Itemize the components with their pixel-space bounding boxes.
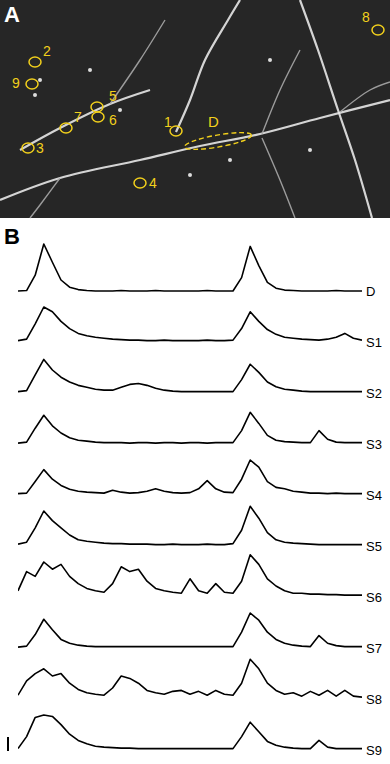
roi-label: 9	[12, 75, 20, 91]
panel-b: B D S1 S2 S3 S4 S5 S6 S7 S8 S9	[4, 224, 382, 758]
roi-circle	[92, 112, 104, 122]
dendrite	[262, 138, 295, 218]
roi-circle	[170, 126, 182, 136]
trace-line	[18, 659, 362, 697]
figure: 1 2 3 4 5 6 7 8 9 D A B D S1 S2 S3 S4 S5 S6 S7 S8 S9	[0, 0, 390, 764]
roi-label: 1	[164, 114, 172, 130]
roi-circle	[60, 123, 72, 133]
dendrite-label: D	[208, 113, 219, 130]
trace-labels: D S1 S2 S3 S4 S5 S6 S7 S8 S9	[366, 284, 382, 758]
trace-line	[18, 715, 362, 749]
trace-label: D	[366, 284, 375, 299]
roi-label: 5	[109, 88, 117, 104]
trace-label: S3	[366, 437, 382, 452]
roi-circle	[91, 102, 103, 112]
roi-circle	[134, 178, 146, 188]
panel-a: 1 2 3 4 5 6 7 8 9 D A	[0, 0, 390, 218]
panel-letter: B	[4, 224, 20, 249]
bright-spot	[188, 173, 192, 177]
trace-line	[18, 307, 362, 341]
dendrite	[176, 0, 240, 132]
roi-label: 7	[74, 109, 82, 125]
trace-line	[18, 613, 362, 647]
bright-spot	[38, 78, 42, 82]
trace-line	[18, 359, 362, 391]
trace-label: S1	[366, 335, 382, 350]
trace-label: S8	[366, 692, 382, 707]
roi-label: 4	[149, 175, 157, 191]
image-background	[0, 0, 390, 218]
rois: 1 2 3 4 5 6 7 8 9 D	[12, 9, 384, 191]
trace-label: S7	[366, 641, 382, 656]
trace-label: S2	[366, 386, 382, 401]
dendrite-roi	[183, 129, 252, 153]
bright-spot	[228, 158, 232, 162]
bright-spot	[88, 68, 92, 72]
dendrites	[0, 0, 390, 218]
roi-circle	[29, 57, 41, 67]
scale-bar	[7, 737, 9, 751]
bright-spot	[33, 93, 37, 97]
dendrite	[0, 100, 390, 200]
trace-line	[18, 506, 362, 544]
trace-label: S5	[366, 539, 382, 554]
roi-label: 6	[109, 112, 117, 128]
trace-label: S9	[366, 743, 382, 758]
traces	[18, 244, 362, 749]
roi-circle	[22, 143, 34, 153]
trace-line	[18, 244, 362, 291]
trace-line	[18, 460, 362, 494]
roi-label: 8	[362, 9, 370, 25]
dendrite	[262, 50, 300, 134]
trace-line	[18, 555, 362, 595]
trace-label: S6	[366, 590, 382, 605]
bright-spot	[308, 148, 312, 152]
bright-spot	[118, 108, 122, 112]
panel-letter: A	[4, 2, 20, 27]
roi-circle	[372, 25, 384, 35]
bright-spot	[268, 58, 272, 62]
roi-label: 2	[43, 43, 51, 59]
roi-circle	[26, 79, 38, 89]
dendrite	[30, 178, 60, 218]
dendrite	[300, 0, 372, 218]
dendrite	[110, 20, 165, 104]
dendrite	[340, 82, 390, 112]
roi-label: 3	[36, 140, 44, 156]
trace-line	[18, 412, 362, 443]
trace-label: S4	[366, 488, 382, 503]
